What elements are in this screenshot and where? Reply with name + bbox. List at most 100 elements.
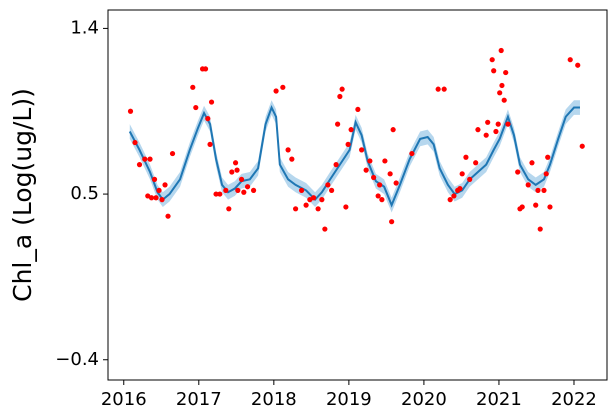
observation-point [575,62,581,68]
observation-point [459,171,465,177]
observation-point [505,121,511,127]
observation-point [235,187,241,193]
observation-point [333,162,339,168]
observation-point [499,82,505,89]
observation-point [498,47,504,54]
observation-point [379,197,385,203]
observation-point [529,160,535,166]
observation-point [485,119,491,125]
observation-point [162,182,168,188]
observation-point [329,187,335,193]
x-tick-label: 2016 [101,389,147,410]
observation-point [387,171,393,177]
observation-point [348,127,354,133]
observation-point [393,180,399,186]
observation-point [156,187,162,193]
y-tick-label: 1.4 [70,17,99,38]
observation-point [229,169,235,175]
observation-point [165,213,171,219]
observation-point [543,171,549,177]
observation-point [148,195,155,201]
observation-point [497,90,503,96]
observation-point [473,160,479,166]
observation-point [241,189,247,195]
observation-point [127,108,134,114]
observation-point [244,184,251,190]
observation-point [579,143,585,149]
x-tick-label: 2020 [401,389,447,410]
x-tick-label: 2018 [251,389,297,410]
observation-point [363,167,369,173]
x-tick-label: 2019 [326,389,372,410]
observation-point [213,191,219,197]
observation-point [337,93,343,100]
observation-point [325,182,331,188]
observation-point [463,154,469,160]
observation-point [207,141,213,147]
observation-point [441,86,447,92]
observation-point [303,202,309,208]
observation-point [217,191,223,197]
observation-point [153,195,159,201]
observation-point [377,182,383,188]
observation-point [223,187,229,193]
observation-point [226,206,232,212]
y-tick-label: 0.5 [70,183,99,204]
observation-point [319,197,325,203]
observation-point [202,66,209,72]
observation-point [335,121,341,127]
observation-point [343,204,349,210]
observation-point [515,169,521,175]
observation-point [547,204,553,210]
observation-point [491,68,497,74]
observation-point [208,99,215,105]
trend-line [128,105,580,208]
observation-point [136,162,143,168]
observation-point [541,187,547,193]
observation-point [371,174,377,181]
x-tick-label: 2022 [551,389,597,410]
observation-point [339,86,345,92]
observation-point [493,128,499,135]
observation-point [409,150,415,157]
observation-point [567,57,573,63]
observation-point [525,182,531,188]
observation-point [289,156,295,162]
observation-point [132,139,138,146]
observation-point [451,193,457,199]
observation-point [447,197,453,203]
observation-point [142,156,148,162]
observation-point [322,226,328,232]
observation-point [467,176,473,182]
observation-point [285,147,291,153]
observation-point [232,160,239,166]
observation-point [489,57,495,63]
observation-point [238,176,245,182]
x-tick-label: 2017 [176,389,222,410]
observation-point [533,202,539,208]
observation-point [501,97,507,103]
observation-point [483,132,489,138]
observation-point [359,147,365,153]
observation-point [435,86,441,92]
observation-point [367,158,373,164]
observation-point [311,195,317,201]
observation-point [169,150,176,157]
observation-point [280,84,286,90]
observation-point [519,204,525,210]
observation-point [355,106,361,113]
observation-point [389,219,395,225]
observation-point [503,69,509,76]
observation-point [457,185,463,192]
observation-point [475,127,481,133]
observation-point [273,88,279,94]
observation-point [545,154,551,160]
observation-point [151,176,158,182]
observation-point [205,116,211,122]
y-axis-label: Chl_a (Log(ug/L)) [8,88,37,302]
observation-point [298,187,305,193]
observation-point [190,84,196,90]
x-tick-label: 2021 [476,389,522,410]
observation-point [234,167,240,173]
